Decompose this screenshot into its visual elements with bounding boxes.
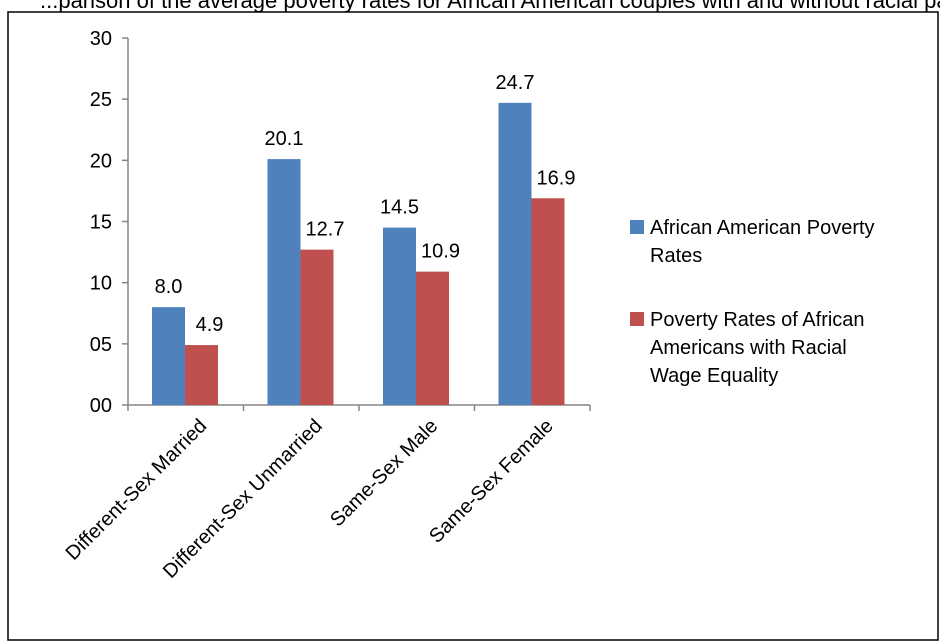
bar-poverty-rate-1 xyxy=(152,307,185,405)
header-text: ...parison of the average poverty rates … xyxy=(40,0,940,13)
data-label: 10.9 xyxy=(421,241,460,263)
legend-label: Poverty Rates of African xyxy=(650,309,865,331)
bar-wage-equality-3 xyxy=(416,271,449,405)
data-label: 8.0 xyxy=(155,276,183,298)
legend-label: Americans with Racial xyxy=(650,337,847,359)
data-label: 20.1 xyxy=(265,128,304,150)
legend-swatch-2 xyxy=(630,312,644,326)
legend-label: Rates xyxy=(650,245,702,267)
legend-label: Wage Equality xyxy=(650,365,778,387)
bar-wage-equality-1 xyxy=(185,345,218,405)
y-tick-label: 00 xyxy=(90,395,112,417)
data-label: 24.7 xyxy=(496,72,535,94)
bar-poverty-rate-3 xyxy=(383,227,416,405)
legend: African American Poverty Rates Poverty Rat… xyxy=(630,217,875,387)
bar-wage-equality-2 xyxy=(300,249,334,405)
y-tick-label: 30 xyxy=(90,28,112,50)
data-label: 16.9 xyxy=(537,167,576,189)
legend-label: African American Poverty xyxy=(650,217,875,239)
data-label: 14.5 xyxy=(380,197,419,219)
bars xyxy=(152,102,565,405)
bar-poverty-rate-4 xyxy=(498,102,532,405)
data-label: 12.7 xyxy=(306,219,345,241)
bar-poverty-rate-2 xyxy=(267,159,301,405)
y-tick-label: 20 xyxy=(90,150,112,172)
legend-swatch-1 xyxy=(630,220,644,234)
y-tick-label: 25 xyxy=(90,89,112,111)
data-labels: 8.0 4.9 20.1 12.7 14.510.9 24.7 16.9 xyxy=(155,72,576,336)
y-tick-label: 15 xyxy=(90,212,112,234)
y-tick-label: 05 xyxy=(90,334,112,356)
bar-wage-equality-4 xyxy=(531,198,565,405)
data-label: 4.9 xyxy=(196,314,224,336)
y-tick-label: 10 xyxy=(90,273,112,295)
